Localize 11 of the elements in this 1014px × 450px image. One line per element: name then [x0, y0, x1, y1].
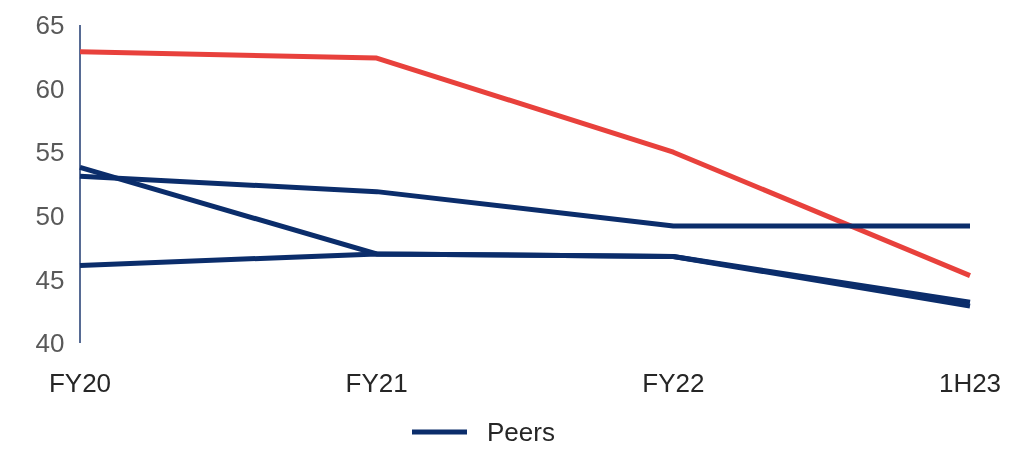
y-tick-label: 50 [35, 200, 65, 231]
x-tick-label: FY22 [642, 368, 705, 398]
x-tick-label: FY21 [345, 368, 408, 398]
x-tick-label: FY20 [48, 368, 112, 398]
legend-label: Peers [487, 417, 555, 448]
y-tick-label: 40 [35, 328, 65, 359]
y-tick-label: 60 [35, 73, 65, 104]
x-tick-label: 1H23 [938, 368, 1002, 398]
y-tick-label: 65 [35, 10, 65, 41]
y-tick-label: 45 [35, 264, 65, 295]
y-tick-label: 55 [35, 137, 65, 168]
